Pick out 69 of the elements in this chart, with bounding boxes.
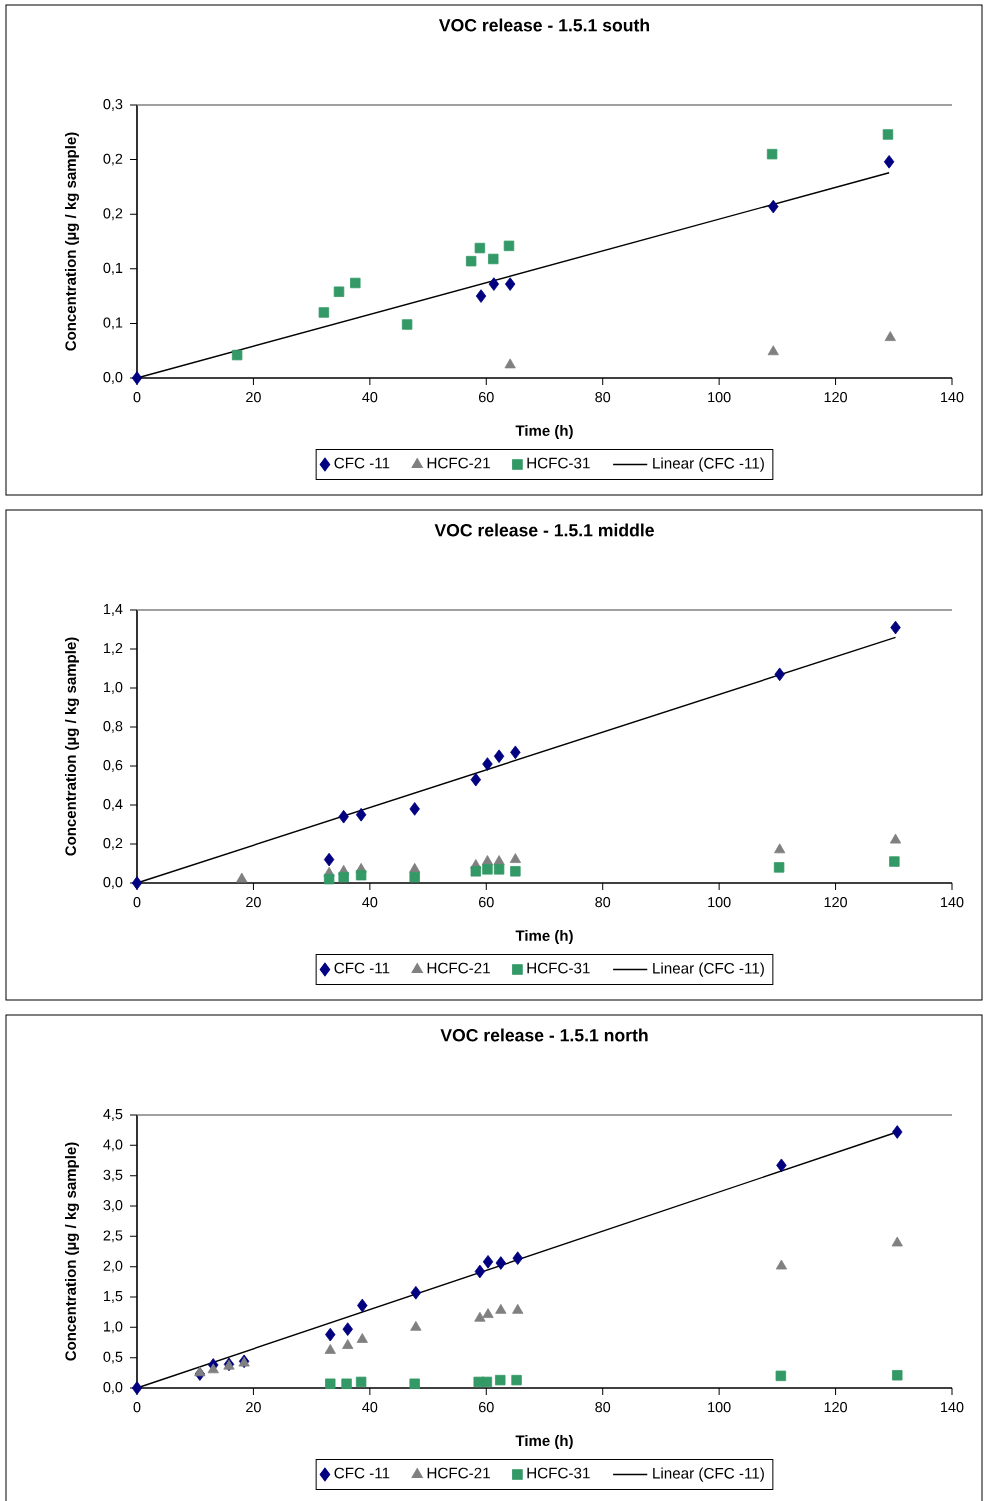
y-tick-label: 0,2 — [103, 153, 123, 166]
x-tick-label: 120 — [824, 897, 847, 908]
x-tick-label: 120 — [824, 392, 847, 403]
x-tick-label: 140 — [941, 392, 964, 403]
y-tick-label: 3,0 — [103, 1200, 123, 1212]
legend-label: HCFC-31 — [527, 962, 590, 974]
x-axis-title: Time (h) — [515, 930, 573, 944]
y-tick-label: 2,0 — [103, 1260, 123, 1273]
y-tick-label: 3,5 — [103, 1169, 123, 1182]
y-tick-label: 1,2 — [104, 643, 123, 655]
legend-label: CFC -11 — [334, 457, 390, 469]
y-tick-label: 0,0 — [103, 877, 123, 889]
y-tick-label: 0,1 — [103, 317, 123, 330]
legend-label: CFC -11 — [334, 962, 390, 974]
x-tick-label: 0 — [133, 392, 141, 403]
x-tick-label: 60 — [479, 897, 494, 908]
x-tick-label: 100 — [708, 1402, 731, 1413]
y-tick-label: 0,2 — [103, 838, 123, 850]
x-tick-label: 80 — [595, 897, 611, 908]
y-tick-label: 0,6 — [103, 760, 123, 772]
legend-label: HCFC-21 — [427, 962, 490, 974]
x-tick-label: 60 — [479, 392, 494, 403]
y-tick-label: 4,5 — [103, 1109, 123, 1121]
y-axis-title: Concentration (µg / kg sample) — [64, 132, 80, 351]
legend-label: HCFC-31 — [527, 1467, 590, 1479]
x-tick-label: 120 — [824, 1402, 847, 1413]
legend-label: HCFC-21 — [427, 457, 490, 469]
y-tick-label: 0,0 — [103, 372, 123, 384]
x-tick-label: 100 — [708, 897, 731, 908]
x-axis-title: Time (h) — [515, 1435, 573, 1449]
y-tick-label: 4,0 — [103, 1139, 123, 1152]
y-axis-title: Concentration (µg / kg sample) — [64, 637, 80, 856]
y-tick-label: 0,8 — [103, 721, 123, 733]
x-tick-label: 80 — [595, 1402, 611, 1413]
legend-label: Linear (CFC -11) — [653, 1467, 764, 1482]
x-tick-label: 80 — [595, 392, 611, 403]
x-tick-label: 20 — [246, 392, 261, 403]
legend-label: HCFC-31 — [527, 457, 590, 469]
x-tick-label: 40 — [362, 897, 378, 908]
y-tick-label: 0,5 — [103, 1351, 123, 1364]
y-tick-label: 0,3 — [103, 99, 123, 111]
y-tick-label: 1,0 — [104, 682, 123, 694]
y-tick-label: 0,0 — [103, 1382, 123, 1394]
x-tick-label: 20 — [246, 1402, 261, 1413]
legend-label: CFC -11 — [334, 1467, 390, 1479]
y-tick-label: 1,4 — [104, 604, 123, 616]
x-tick-label: 140 — [941, 897, 964, 908]
x-tick-label: 40 — [362, 392, 378, 403]
chart-title: VOC release - 1.5.1 middle — [434, 523, 654, 537]
y-tick-label: 0,2 — [103, 208, 123, 221]
x-tick-label: 40 — [362, 1402, 378, 1413]
x-tick-label: 100 — [708, 392, 731, 403]
chart-title: VOC release - 1.5.1 south — [438, 18, 650, 32]
y-tick-label: 2,5 — [103, 1230, 123, 1243]
x-tick-label: 0 — [133, 1402, 141, 1413]
chart-title: VOC release - 1.5.1 north — [440, 1028, 648, 1042]
x-tick-label: 140 — [941, 1402, 964, 1413]
y-tick-label: 1,5 — [104, 1291, 123, 1303]
x-tick-label: 0 — [133, 897, 141, 908]
y-axis-title: Concentration (µg / kg sample) — [64, 1142, 80, 1361]
y-tick-label: 0,4 — [103, 799, 123, 811]
y-tick-label: 0,1 — [103, 262, 123, 275]
x-tick-label: 60 — [479, 1402, 494, 1413]
x-tick-label: 20 — [246, 897, 261, 908]
y-tick-label: 1,0 — [104, 1321, 123, 1334]
legend-label: Linear (CFC -11) — [653, 457, 764, 472]
legend-label: HCFC-21 — [427, 1467, 490, 1479]
legend-label: Linear (CFC -11) — [653, 962, 764, 977]
x-axis-title: Time (h) — [515, 425, 573, 439]
